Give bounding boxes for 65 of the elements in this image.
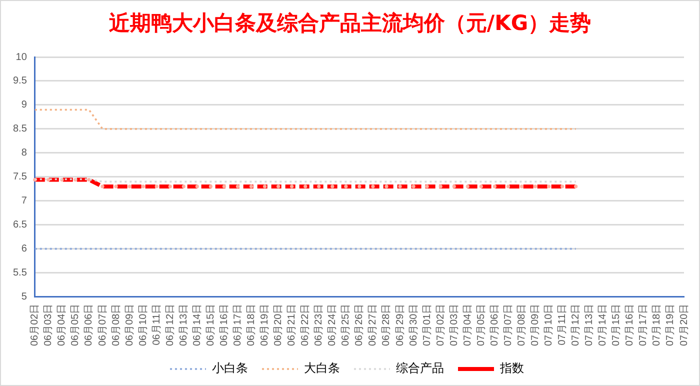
x-tick-label: 07月08日 — [516, 304, 528, 346]
x-tick-label: 07月17日 — [638, 304, 650, 346]
legend-label: 小白条 — [212, 361, 248, 376]
x-tick-label: 06月05日 — [70, 304, 82, 346]
x-tick-label: 06月22日 — [300, 304, 312, 346]
y-tick-label: 6 — [21, 244, 28, 255]
x-tick-label: 06月21日 — [286, 304, 298, 346]
x-tick-label: 07月07日 — [502, 304, 514, 346]
x-tick-label: 06月30日 — [408, 304, 420, 346]
x-tick-label: 06月29日 — [394, 304, 406, 346]
x-tick-label: 07月19日 — [665, 304, 676, 346]
x-tick-label: 07月04日 — [462, 304, 474, 346]
x-tick-label: 06月27日 — [368, 304, 379, 346]
x-tick-label: 06月04日 — [56, 304, 68, 346]
x-tick-label: 07月06日 — [489, 304, 500, 346]
y-tick-label: 9.5 — [12, 76, 28, 87]
x-tick-label: 06月13日 — [178, 304, 190, 346]
x-tick-label: 06月08日 — [110, 304, 122, 346]
y-tick-label: 5.5 — [12, 268, 28, 279]
x-tick-label: 06月19日 — [260, 304, 271, 346]
x-tick-label: 07月02日 — [435, 304, 446, 346]
x-tick-label: 06月25日 — [340, 304, 352, 346]
x-tick-label: 07月13日 — [584, 304, 596, 346]
x-tick-label: 07月14日 — [598, 304, 609, 346]
x-tick-label: 06月10日 — [138, 304, 149, 346]
y-tick-label: 5 — [21, 292, 28, 303]
x-tick-label: 06月26日 — [354, 304, 366, 346]
x-tick-label: 06月03日 — [43, 304, 54, 346]
legend-label: 指数 — [499, 361, 524, 376]
x-tick-label: 06月24日 — [327, 304, 338, 346]
x-tick-label: 06月15日 — [205, 304, 216, 346]
x-tick-label: 06月09日 — [124, 304, 136, 346]
legend-label: 大白条 — [304, 361, 340, 376]
x-tick-label: 07月03日 — [448, 304, 460, 346]
x-tick-label: 06月14日 — [192, 304, 203, 346]
y-tick-label: 7 — [21, 196, 28, 207]
x-tick-label: 07月09日 — [530, 304, 541, 346]
y-tick-label: 9 — [21, 100, 28, 111]
x-tick-label: 07月12日 — [570, 304, 582, 346]
x-tick-label: 07月20日 — [678, 304, 690, 346]
x-tick-label: 06月12日 — [164, 304, 176, 346]
x-tick-label: 07月16日 — [624, 304, 636, 346]
y-tick-label: 7.5 — [12, 172, 28, 183]
legend-label: 综合产品 — [396, 361, 444, 376]
x-tick-label: 06月28日 — [381, 304, 392, 346]
x-tick-label: 07月15日 — [611, 304, 622, 346]
y-tick-label: 8 — [21, 148, 28, 159]
x-tick-label: 06月07日 — [97, 304, 108, 346]
chart-title: 近期鸭大小白条及综合产品主流均价（元/KG）走势 — [108, 10, 592, 37]
x-tick-label: 07月10日 — [544, 304, 555, 346]
x-tick-label: 06月06日 — [84, 304, 95, 346]
x-tick-label: 06月11日 — [151, 304, 162, 346]
y-tick-label: 6.5 — [12, 220, 28, 231]
x-tick-label: 06月23日 — [314, 304, 325, 346]
y-tick-label: 8.5 — [12, 124, 28, 135]
x-tick-label: 07月05日 — [476, 304, 487, 346]
y-tick-label: 10 — [16, 52, 28, 63]
x-tick-label: 07月01日 — [422, 304, 433, 346]
x-tick-label: 07月11日 — [557, 304, 568, 346]
x-tick-label: 06月02日 — [30, 304, 41, 346]
x-tick-label: 07月18日 — [652, 304, 663, 346]
x-tick-label: 06月17日 — [232, 304, 244, 346]
x-tick-label: 06月20日 — [273, 304, 284, 346]
x-tick-label: 06月18日 — [246, 304, 258, 346]
x-tick-label: 06月16日 — [218, 304, 230, 346]
